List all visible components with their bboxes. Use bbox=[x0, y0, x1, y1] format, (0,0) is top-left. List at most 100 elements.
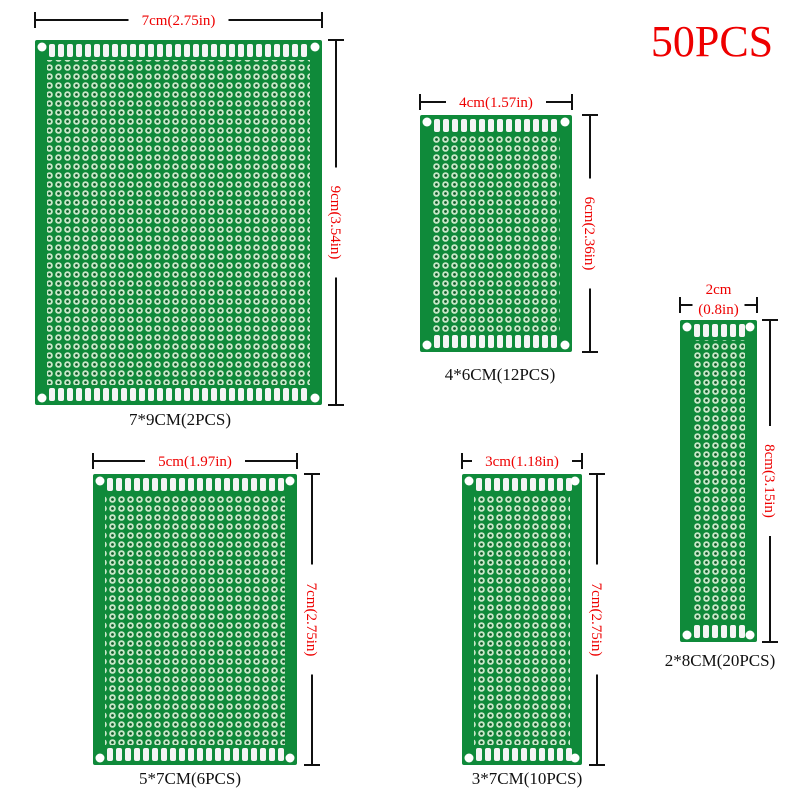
pad bbox=[85, 388, 91, 401]
pad bbox=[256, 388, 262, 401]
width-label: 5cm(1.97in) bbox=[158, 454, 232, 470]
mount-hole bbox=[745, 322, 755, 332]
pad bbox=[524, 119, 530, 132]
pad bbox=[49, 44, 55, 57]
pad bbox=[121, 388, 127, 401]
pad bbox=[533, 119, 539, 132]
height-label: 7cm(2.75in) bbox=[588, 583, 604, 657]
pad bbox=[215, 748, 221, 761]
pad bbox=[452, 119, 458, 132]
pad bbox=[265, 388, 271, 401]
pad bbox=[548, 748, 554, 761]
pad bbox=[539, 478, 545, 491]
mount-hole bbox=[682, 322, 692, 332]
mount-hole bbox=[310, 42, 320, 52]
pad bbox=[58, 44, 64, 57]
pad bbox=[283, 388, 289, 401]
pad bbox=[224, 748, 230, 761]
pad bbox=[506, 119, 512, 132]
pad bbox=[542, 119, 548, 132]
pad bbox=[551, 335, 557, 348]
pad bbox=[175, 44, 181, 57]
pad bbox=[434, 335, 440, 348]
pad bbox=[139, 388, 145, 401]
hole-grid bbox=[105, 494, 285, 745]
height-label: 6cm(2.36in) bbox=[581, 197, 597, 271]
pad bbox=[703, 324, 709, 337]
pad bbox=[739, 625, 745, 638]
pad bbox=[269, 478, 275, 491]
pad bbox=[202, 44, 208, 57]
hole-grid bbox=[47, 60, 310, 385]
pad bbox=[179, 478, 185, 491]
pad bbox=[521, 478, 527, 491]
pad bbox=[193, 388, 199, 401]
pad bbox=[557, 478, 563, 491]
pad bbox=[434, 119, 440, 132]
mount-hole bbox=[464, 476, 474, 486]
pad bbox=[542, 335, 548, 348]
mount-hole bbox=[745, 630, 755, 640]
width-label: 3cm(1.18in) bbox=[485, 454, 559, 470]
height-label: 9cm(3.54in) bbox=[327, 186, 343, 260]
pad bbox=[148, 388, 154, 401]
board-label: 7*9CM(2PCS) bbox=[129, 410, 231, 429]
mount-hole bbox=[310, 393, 320, 403]
pad bbox=[94, 44, 100, 57]
pad bbox=[152, 748, 158, 761]
pad bbox=[256, 44, 262, 57]
dim-bg bbox=[145, 451, 245, 471]
pad bbox=[166, 388, 172, 401]
pad bbox=[497, 335, 503, 348]
width-label: 7cm(2.75in) bbox=[142, 13, 216, 29]
pad bbox=[67, 44, 73, 57]
pad bbox=[206, 748, 212, 761]
pad bbox=[76, 388, 82, 401]
mount-hole bbox=[682, 630, 692, 640]
pad bbox=[521, 748, 527, 761]
pad bbox=[116, 748, 122, 761]
pad bbox=[197, 748, 203, 761]
pad bbox=[274, 388, 280, 401]
pad bbox=[712, 625, 718, 638]
pad bbox=[242, 748, 248, 761]
hole-grid bbox=[474, 494, 570, 745]
pad bbox=[143, 748, 149, 761]
board-label: 2*8CM(20PCS) bbox=[665, 651, 776, 670]
hole-grid bbox=[432, 135, 560, 332]
dim-bg bbox=[580, 178, 600, 289]
pad bbox=[494, 748, 500, 761]
pad bbox=[721, 324, 727, 337]
pad bbox=[238, 388, 244, 401]
pad bbox=[188, 748, 194, 761]
pad bbox=[476, 748, 482, 761]
pad bbox=[112, 44, 118, 57]
board-label: 4*6CM(12PCS) bbox=[445, 365, 556, 384]
pad bbox=[739, 324, 745, 337]
pad bbox=[193, 44, 199, 57]
pad bbox=[242, 478, 248, 491]
dim-bg bbox=[302, 564, 322, 675]
board-label: 5*7CM(6PCS) bbox=[139, 769, 241, 788]
mount-hole bbox=[95, 753, 105, 763]
pad bbox=[503, 748, 509, 761]
pad bbox=[188, 478, 194, 491]
pad bbox=[301, 44, 307, 57]
pad bbox=[301, 388, 307, 401]
pad bbox=[170, 478, 176, 491]
pad bbox=[220, 44, 226, 57]
pad bbox=[461, 119, 467, 132]
pad bbox=[557, 748, 563, 761]
pad bbox=[539, 748, 545, 761]
pad bbox=[125, 478, 131, 491]
pad bbox=[143, 478, 149, 491]
pad bbox=[170, 748, 176, 761]
pad bbox=[274, 44, 280, 57]
width-label: 4cm(1.57in) bbox=[459, 95, 533, 111]
pad bbox=[503, 478, 509, 491]
pad bbox=[233, 478, 239, 491]
pad bbox=[494, 478, 500, 491]
pad bbox=[515, 119, 521, 132]
pad bbox=[130, 44, 136, 57]
